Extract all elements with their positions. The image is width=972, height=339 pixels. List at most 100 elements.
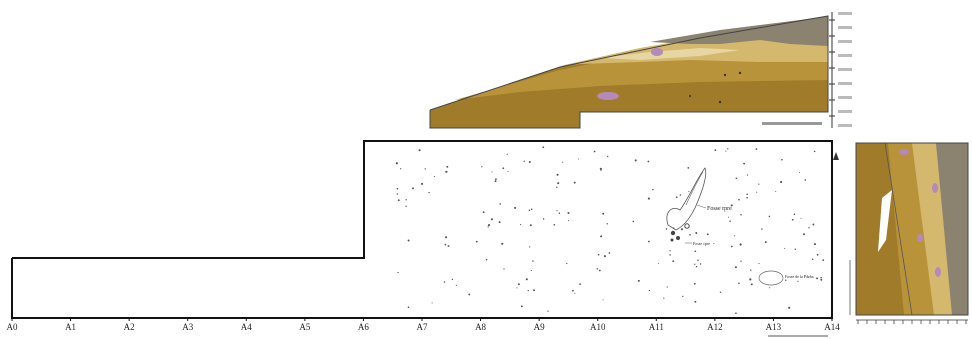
find-point	[694, 300, 697, 303]
find-point	[405, 199, 407, 201]
find-point	[694, 263, 696, 265]
grid-axis: A0 A1 A2 A3 A4 A5 A6 A7 A8 A9 A10 A11 A12 A13 A14	[7, 318, 840, 332]
find-point	[743, 162, 745, 165]
find-point	[494, 180, 497, 183]
find-point	[758, 263, 760, 265]
find-point	[802, 233, 806, 236]
find-point	[529, 224, 532, 227]
label-feature-small: Fosse cpre	[693, 241, 710, 246]
side-outline	[855, 142, 969, 316]
find-point	[637, 279, 640, 282]
find-point	[395, 162, 398, 165]
find-point	[481, 166, 483, 168]
side-inclusion-3	[917, 234, 923, 242]
find-point	[502, 167, 505, 170]
find-point	[491, 171, 493, 173]
find-point	[784, 247, 786, 249]
find-point	[699, 263, 702, 265]
find-point	[727, 216, 730, 218]
find-point	[648, 240, 650, 243]
north-arrow-icon	[833, 152, 839, 160]
find-point	[529, 246, 531, 248]
find-point	[487, 224, 491, 227]
find-point	[533, 289, 535, 292]
find-point	[735, 177, 738, 180]
find-point	[527, 289, 529, 292]
find-point	[412, 187, 414, 190]
find-point	[793, 213, 796, 216]
find-point	[407, 239, 410, 242]
find-point	[750, 269, 752, 271]
find-point	[689, 234, 691, 236]
find-point	[567, 220, 570, 222]
find-point	[812, 223, 815, 226]
find-point	[396, 193, 399, 195]
finds-scatter	[395, 146, 825, 315]
find-point	[647, 197, 650, 200]
find-point	[781, 158, 783, 161]
feature-post-3	[676, 236, 680, 240]
find-point	[755, 148, 758, 150]
find-point	[468, 293, 471, 296]
find-point	[431, 302, 433, 304]
find-point	[446, 165, 449, 168]
find-point	[734, 266, 737, 269]
grid-label-a0: A0	[7, 322, 18, 332]
find-point	[455, 284, 457, 286]
plan-view	[11, 140, 833, 319]
find-point	[706, 233, 709, 236]
side-fault-line	[884, 142, 913, 316]
find-point	[490, 218, 493, 221]
plan-caption-line	[768, 335, 828, 337]
find-point	[761, 228, 763, 230]
find-point	[396, 187, 399, 190]
find-point	[740, 260, 742, 262]
find-point	[499, 203, 501, 205]
section-speck-3	[718, 100, 722, 104]
find-point	[397, 271, 399, 274]
find-point	[647, 160, 650, 163]
find-point	[530, 269, 532, 271]
find-point	[738, 282, 740, 285]
find-point	[632, 220, 635, 223]
find-point	[405, 205, 407, 207]
side-layer-grey	[936, 143, 968, 315]
find-point	[558, 212, 561, 215]
side-inclusion-2	[932, 183, 938, 193]
find-point	[740, 213, 742, 216]
find-point	[487, 226, 489, 228]
find-point	[495, 178, 497, 181]
find-point	[658, 262, 660, 265]
find-point	[672, 260, 675, 263]
find-point	[719, 291, 722, 293]
find-point	[730, 245, 733, 248]
find-point	[475, 240, 478, 243]
find-point	[433, 175, 436, 178]
find-point	[725, 150, 727, 152]
grid-label-a5: A5	[299, 322, 310, 332]
plan-outline	[11, 140, 833, 319]
label-feature-main: Fosse rpre	[707, 206, 732, 212]
find-point	[530, 208, 533, 211]
find-point	[785, 279, 787, 281]
feature-post-4	[670, 238, 674, 242]
find-point	[516, 287, 518, 289]
side-section-profile	[855, 142, 969, 316]
find-point	[727, 148, 729, 150]
find-point	[542, 218, 545, 220]
find-point	[556, 173, 559, 176]
find-point	[514, 206, 517, 209]
find-point	[820, 276, 822, 279]
find-point	[669, 250, 671, 252]
find-point	[418, 149, 421, 152]
find-point	[574, 292, 576, 294]
find-point	[756, 191, 758, 193]
find-point	[556, 210, 558, 212]
section-vertical-scale	[829, 12, 852, 128]
find-point	[788, 306, 791, 309]
find-point	[816, 254, 819, 256]
plan-features	[666, 167, 784, 286]
find-point	[428, 191, 430, 194]
find-point	[507, 170, 509, 173]
